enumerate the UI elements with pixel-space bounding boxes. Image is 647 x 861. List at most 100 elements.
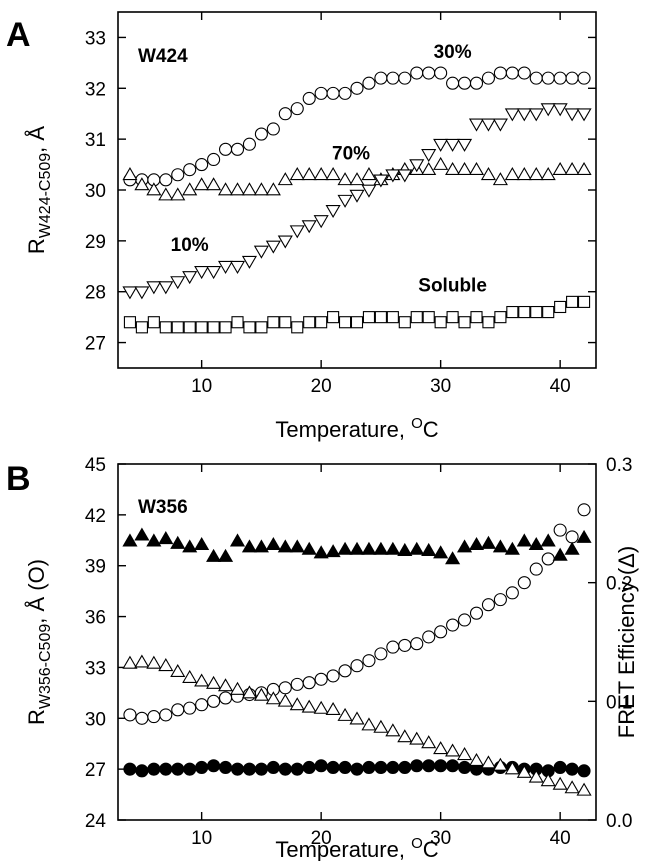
data-point (529, 562, 543, 576)
data-point (421, 735, 437, 749)
data-point (122, 533, 138, 547)
data-point (528, 167, 544, 181)
data-point (134, 527, 150, 541)
data-point (434, 759, 448, 773)
data-point (314, 86, 328, 100)
data-point (159, 762, 173, 776)
data-point (325, 544, 341, 558)
y-tick-label: 31 (85, 130, 106, 151)
data-point (326, 760, 340, 774)
data-point (516, 533, 532, 547)
data-point (279, 316, 292, 329)
panel-b-ylabel-sub: W356-C509 (37, 624, 54, 709)
panel-b-y-axis: 24 27 30 33 36 39 42 45 (85, 455, 126, 832)
data-point (361, 717, 377, 731)
data-point (291, 321, 304, 334)
data-point (410, 637, 424, 651)
panel-a-series-labels: 30% 70% 10% Soluble (171, 42, 487, 297)
data-point (540, 533, 556, 547)
data-point (373, 719, 389, 733)
data-point (195, 321, 208, 334)
panel-a-ylabel-suffix: , Å (24, 126, 49, 153)
data-point (552, 776, 568, 790)
data-point (540, 103, 556, 117)
panel-b: B 10 20 30 40 24 27 30 33 36 39 42 45 0.0 0.1 0.2 0.3… (6, 455, 639, 861)
data-point (183, 701, 197, 715)
data-point (468, 752, 485, 767)
data-point (374, 311, 387, 324)
data-point (171, 168, 185, 182)
data-point (337, 172, 353, 186)
data-point (255, 321, 268, 334)
data-point (504, 761, 520, 775)
data-point (219, 321, 232, 334)
data-point (194, 536, 210, 551)
data-point (241, 539, 258, 553)
data-point (122, 286, 138, 300)
data-point (265, 691, 281, 705)
data-point (183, 163, 197, 177)
data-point (325, 701, 341, 715)
data-point (468, 161, 485, 176)
data-point (195, 760, 209, 774)
y-tick-label: 29 (85, 232, 106, 253)
panel-a-xlabel-text: Temperature, (275, 417, 411, 442)
data-point (565, 71, 579, 85)
data-point (566, 295, 579, 308)
y2-tick-label: 0.0 (606, 811, 632, 832)
data-point (576, 108, 592, 122)
data-point (303, 316, 316, 329)
data-point (123, 762, 137, 776)
data-point (229, 260, 246, 274)
data-point (445, 743, 461, 757)
data-point (422, 759, 436, 773)
data-point (577, 295, 591, 308)
y-tick-label: 33 (85, 658, 106, 679)
data-point (277, 235, 293, 249)
x-tick-label: 30 (430, 828, 451, 849)
data-point (492, 539, 508, 553)
data-point (553, 760, 567, 774)
data-point (159, 708, 173, 722)
panel-a-xlabel-suffix: C (423, 417, 439, 442)
data-point (158, 281, 174, 295)
data-point (134, 286, 150, 300)
data-point (231, 316, 244, 329)
panel-a-xlabel-sup: O (411, 415, 423, 432)
data-point (468, 118, 485, 132)
y-tick-label: 45 (85, 455, 106, 476)
y2-tick-label: 0.1 (606, 692, 632, 713)
y-tick-label: 32 (85, 79, 106, 100)
data-point (147, 316, 160, 329)
panel-b-data-marks (122, 503, 592, 796)
data-point (217, 260, 234, 274)
data-point (195, 698, 209, 712)
data-point (457, 76, 472, 90)
data-point (374, 71, 388, 85)
data-point (373, 174, 389, 188)
data-point (516, 764, 532, 778)
data-point (505, 66, 519, 80)
data-point (134, 177, 150, 191)
data-point (554, 300, 567, 314)
data-point (182, 182, 198, 196)
data-point (349, 189, 365, 203)
data-point (207, 321, 220, 334)
data-point (253, 539, 269, 553)
data-point (361, 184, 377, 198)
data-point (361, 167, 377, 181)
data-point (158, 531, 174, 545)
data-point (576, 782, 592, 796)
data-point (350, 659, 364, 673)
data-point (493, 593, 507, 607)
data-point (434, 625, 448, 639)
data-point (361, 541, 377, 555)
data-point (147, 710, 161, 724)
data-point (349, 711, 365, 725)
data-point (409, 159, 425, 173)
data-point (433, 138, 449, 152)
data-point (265, 536, 281, 551)
panel-b-annotation: W356 (138, 497, 188, 518)
data-point (492, 118, 508, 132)
data-point (229, 182, 246, 196)
